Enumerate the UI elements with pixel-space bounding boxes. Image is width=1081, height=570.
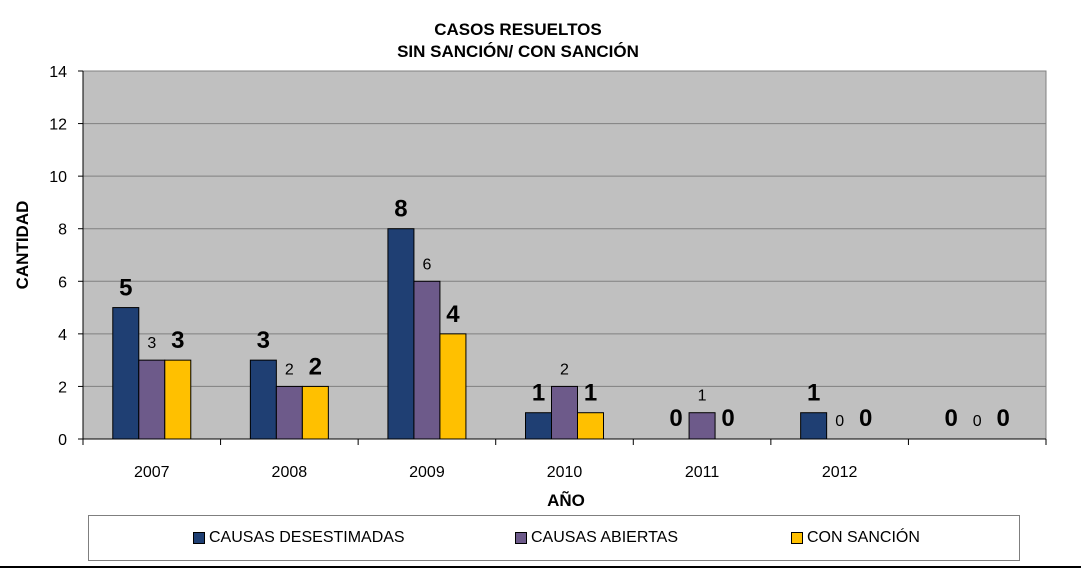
bar-causas-abiertas-2007 — [138, 359, 166, 440]
y-tick-label-10: 10 — [49, 169, 67, 186]
data-label-con-sanci-n-2012: 0 — [859, 405, 872, 432]
bar-causas-desestimadas-2012 — [800, 412, 828, 440]
bottom-rule — [0, 566, 1081, 568]
data-label-con-sanci-n-2008: 2 — [309, 353, 322, 380]
x-axis-label: AÑO — [547, 490, 585, 510]
legend-swatch-con-sancion — [791, 532, 803, 544]
bar-con-sanci-n-2007 — [164, 359, 192, 440]
data-label-causas-desestimadas-2008: 3 — [257, 327, 270, 354]
legend-item-causas-desestimadas: CAUSAS DESESTIMADAS — [193, 529, 405, 547]
bar-causas-abiertas-2011 — [688, 412, 716, 440]
legend-swatch-causas-abiertas — [515, 532, 527, 544]
data-label-causas-abiertas-2012: 0 — [835, 413, 844, 430]
y-tick-label-8: 8 — [58, 222, 67, 239]
legend-swatch-causas-desestimadas — [193, 532, 205, 544]
x-tick-label-2008: 2008 — [272, 464, 308, 481]
data-label-con-sanci-n-2011: 0 — [721, 405, 734, 432]
legend-label-causas-desestimadas: CAUSAS DESESTIMADAS — [209, 529, 405, 546]
bar-causas-desestimadas-2010 — [525, 412, 552, 440]
y-tick-label-0: 0 — [58, 432, 67, 449]
data-label-causas-desestimadas-2007: 5 — [119, 275, 132, 302]
data-label-causas-abiertas-2008: 2 — [285, 361, 294, 378]
data-label-causas-abiertas-2007: 3 — [147, 335, 156, 352]
legend-item-con-sancion: CON SANCIÓN — [791, 529, 920, 547]
data-label-causas-desestimadas-2010: 1 — [532, 380, 545, 407]
legend-item-causas-abiertas: CAUSAS ABIERTAS — [515, 529, 678, 547]
bar-con-sanci-n-2008 — [301, 385, 329, 440]
x-tick-label-2010: 2010 — [547, 464, 583, 481]
bar-causas-desestimadas-2008 — [249, 359, 277, 440]
legend-label-con-sancion: CON SANCIÓN — [807, 529, 920, 546]
data-label-causas-abiertas-2010: 2 — [560, 361, 569, 378]
data-label-con-sanci-n-2010: 1 — [584, 380, 597, 407]
x-tick-label-2012: 2012 — [822, 464, 858, 481]
data-label-causas-desestimadas-2012: 1 — [807, 380, 820, 407]
y-axis-label: CANTIDAD — [13, 201, 32, 290]
y-tick-label-6: 6 — [58, 274, 67, 291]
data-label-causas-desestimadas-2009: 8 — [394, 196, 407, 223]
y-tick-label-2: 2 — [58, 379, 67, 396]
legend-label-causas-abiertas: CAUSAS ABIERTAS — [531, 529, 679, 546]
bar-causas-desestimadas-2007 — [112, 307, 140, 440]
chart-title-line-1: CASOS RESUELTOS — [434, 20, 602, 39]
legend: CAUSAS DESESTIMADAS CAUSAS ABIERTAS CON … — [88, 515, 1020, 561]
x-tick-label-2011: 2011 — [685, 464, 720, 481]
chart-title-line-2: SIN SANCIÓN/ CON SANCIÓN — [397, 42, 639, 61]
x-tick-label-2007: 2007 — [134, 464, 170, 481]
y-tick-label-14: 14 — [49, 64, 67, 81]
data-label-causas-desestimadas-2011: 0 — [669, 405, 682, 432]
bar-con-sanci-n-2009 — [439, 333, 467, 440]
data-label-causas-abiertas-2009: 6 — [422, 256, 431, 273]
y-tick-label-4: 4 — [58, 327, 67, 344]
x-tick-label-2009: 2009 — [409, 464, 445, 481]
bar-causas-abiertas-2009 — [413, 280, 441, 440]
data-label-causas-desestimadas-blank: 0 — [945, 405, 958, 432]
data-label-causas-abiertas-blank: 0 — [973, 413, 982, 430]
data-label-con-sanci-n-2007: 3 — [171, 327, 184, 354]
plot-area — [82, 70, 1047, 440]
data-label-con-sanci-n-blank: 0 — [997, 405, 1010, 432]
data-label-causas-abiertas-2011: 1 — [698, 388, 707, 405]
bar-causas-abiertas-2008 — [275, 385, 303, 440]
y-tick-label-12: 12 — [49, 117, 67, 134]
bar-con-sanci-n-2010 — [577, 412, 604, 440]
data-label-con-sanci-n-2009: 4 — [446, 301, 460, 328]
bar-causas-abiertas-2010 — [551, 385, 578, 440]
bar-causas-desestimadas-2009 — [387, 228, 415, 440]
